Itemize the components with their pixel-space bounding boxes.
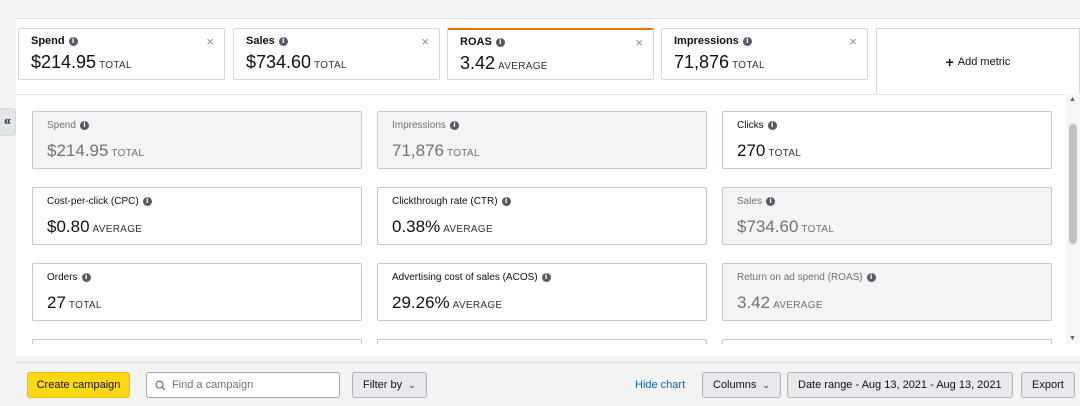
metric-card-clicks[interactable]: Clicks i 270 TOTAL (722, 111, 1052, 169)
metric-card-label: Cost-per-click (CPC) (47, 196, 139, 207)
info-icon[interactable]: i (742, 36, 752, 46)
metric-tab-value: 71,876 (674, 52, 730, 72)
info-icon[interactable]: i (866, 273, 876, 282)
metric-card-label: Clicks (737, 120, 764, 131)
search-box[interactable] (146, 372, 340, 398)
metric-card-unit: AVERAGE (443, 224, 493, 235)
info-icon[interactable]: i (142, 197, 152, 206)
export-button[interactable]: Export (1021, 372, 1075, 398)
metric-card-value: 27 (47, 293, 66, 312)
metric-card-unit: TOTAL (768, 148, 802, 159)
scroll-down-icon[interactable]: ▼ (1069, 335, 1076, 342)
metric-card-value: 71,876 (392, 141, 444, 160)
metric-tab-label: Impressions (674, 35, 739, 47)
close-icon[interactable]: × (421, 34, 429, 49)
filter-by-label: Filter by (363, 379, 403, 391)
info-icon[interactable]: i (501, 197, 511, 206)
chevron-down-icon: ⌄ (762, 379, 770, 390)
metric-card-value: $0.80 (47, 217, 90, 236)
scroll-thumb[interactable] (1069, 124, 1077, 244)
metric-tab-spend[interactable]: Spend i × $214.95 TOTAL (18, 28, 225, 80)
info-icon[interactable]: i (81, 273, 91, 282)
metric-card-label: Orders (47, 272, 78, 283)
metric-tab-sales[interactable]: Sales i × $734.60 TOTAL (233, 28, 440, 80)
info-icon[interactable]: i (495, 37, 505, 47)
plus-icon: + (945, 53, 954, 70)
metric-card-value: $214.95 (47, 141, 109, 160)
metric-tab-unit: AVERAGE (498, 61, 548, 72)
metric-card-value: 3.42 (737, 293, 771, 312)
info-icon[interactable]: i (68, 36, 78, 46)
metric-card-impressions[interactable]: Impressions i 71,876 TOTAL (377, 111, 707, 169)
metric-tab-label: Sales (246, 35, 275, 47)
collapse-sidebar-button[interactable]: « (0, 108, 16, 136)
metric-tab-unit: TOTAL (732, 60, 765, 71)
metric-selector-grid: Spend i $214.95 TOTAL Impressions i 71,876 T… (16, 94, 1066, 344)
metric-grid-scrollbar[interactable]: ▲ ▼ (1066, 94, 1080, 344)
search-icon (155, 380, 166, 390)
top-strip (0, 0, 1080, 18)
metric-card-value: 0.38% (392, 217, 441, 236)
metric-tab-unit: TOTAL (99, 60, 132, 71)
metric-card-partial[interactable] (377, 339, 707, 344)
metric-card-partial[interactable] (722, 339, 1052, 344)
metric-card-unit: TOTAL (801, 224, 835, 235)
campaign-toolbar: Create campaign Filter by ⌄ Hide chart C… (16, 362, 1080, 406)
metric-card-partial[interactable] (32, 339, 362, 344)
metric-tab-impressions[interactable]: Impressions i × 71,876 TOTAL (661, 28, 868, 80)
search-input[interactable] (171, 379, 331, 391)
columns-button[interactable]: Columns ⌄ (702, 372, 781, 398)
date-range-button[interactable]: Date range - Aug 13, 2021 - Aug 13, 2021 (787, 372, 1013, 398)
metric-tab-value: 3.42 (460, 53, 496, 73)
metric-card-acos[interactable]: Advertising cost of sales (ACOS) i 29.26%… (377, 263, 707, 321)
close-icon[interactable]: × (206, 34, 214, 49)
filter-by-button[interactable]: Filter by ⌄ (352, 372, 427, 398)
double-chevron-left-icon: « (3, 113, 12, 128)
metric-tab-roas[interactable]: ROAS i × 3.42 AVERAGE (447, 28, 654, 80)
metric-card-orders[interactable]: Orders i 27 TOTAL (32, 263, 362, 321)
metric-card-unit: AVERAGE (92, 224, 143, 235)
info-icon[interactable]: i (278, 36, 288, 46)
close-icon[interactable]: × (849, 34, 857, 49)
metric-card-spend[interactable]: Spend i $214.95 TOTAL (32, 111, 362, 169)
close-icon[interactable]: × (635, 35, 643, 50)
metric-card-ctr[interactable]: Clickthrough rate (CTR) i 0.38% AVERAGE (377, 187, 707, 245)
metric-tab-unit: TOTAL (314, 60, 347, 71)
add-metric-label: Add metric (957, 55, 1011, 68)
info-icon[interactable]: i (767, 121, 777, 130)
metric-card-unit: AVERAGE (452, 300, 503, 311)
metric-tab-label: Spend (31, 35, 65, 47)
hide-chart-link[interactable]: Hide chart (635, 379, 686, 391)
metric-card-unit: AVERAGE (773, 300, 823, 311)
create-campaign-button[interactable]: Create campaign (27, 372, 130, 398)
metric-card-unit: TOTAL (111, 148, 145, 159)
scroll-up-icon[interactable]: ▲ (1069, 96, 1076, 103)
metric-card-label: Clickthrough rate (CTR) (392, 196, 498, 207)
metric-card-label: Sales (737, 196, 763, 207)
metric-card-sales[interactable]: Sales i $734.60 TOTAL (722, 187, 1052, 245)
metric-card-label: Impressions (392, 120, 446, 131)
info-icon[interactable]: i (766, 197, 776, 206)
metric-card-label: Spend (47, 120, 76, 131)
columns-label: Columns (713, 379, 757, 391)
metric-card-label: Return on ad spend (ROAS) (737, 272, 863, 283)
metric-card-roas[interactable]: Return on ad spend (ROAS) i 3.42 AVERAGE (722, 263, 1052, 321)
info-icon[interactable]: i (79, 121, 89, 130)
metric-card-label: Advertising cost of sales (ACOS) (392, 272, 538, 283)
metric-card-unit: TOTAL (447, 148, 480, 159)
metric-tab-value: $214.95 (31, 52, 97, 72)
chevron-down-icon: ⌄ (408, 379, 416, 390)
metric-tab-label: ROAS (460, 36, 492, 48)
metric-card-value: $734.60 (737, 217, 799, 236)
metric-card-cpc[interactable]: Cost-per-click (CPC) i $0.80 AVERAGE (32, 187, 362, 245)
metric-tab-value: $734.60 (246, 52, 312, 72)
metric-card-unit: TOTAL (68, 300, 102, 311)
metric-card-value: 270 (737, 141, 766, 160)
metric-card-value: 29.26% (392, 293, 450, 312)
info-icon[interactable]: i (449, 121, 459, 130)
add-metric-button[interactable]: + Add metric (876, 28, 1080, 94)
info-icon[interactable]: i (541, 273, 551, 282)
